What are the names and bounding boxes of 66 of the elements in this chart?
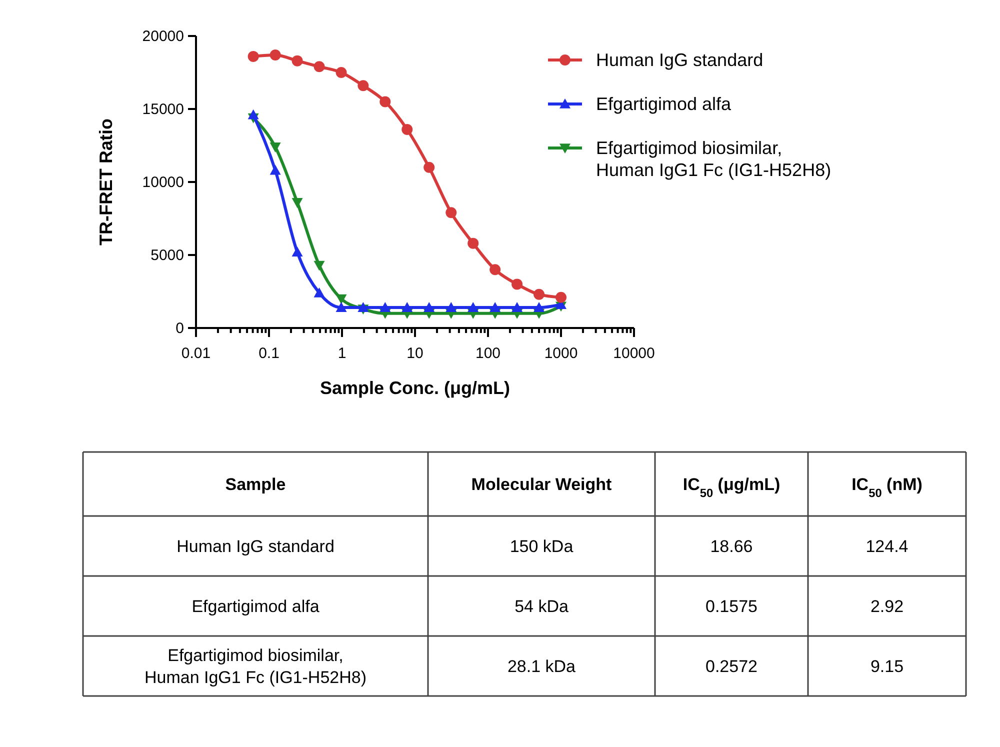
point [336, 67, 347, 78]
text: Efgartigimod alfa [192, 597, 320, 616]
y-tick-label: 20000 [142, 28, 184, 45]
point [336, 302, 347, 312]
point [446, 302, 457, 312]
text: 0.1575 [706, 597, 758, 616]
text: 18.66 [710, 537, 753, 556]
y-tick-label: 10000 [142, 174, 184, 191]
legend-label: Efgartigimod biosimilar, Human IgG1 Fc (IG1-H52H8) [596, 138, 832, 180]
legend-label: Human IgG standard [596, 50, 764, 70]
point [402, 302, 413, 312]
point [380, 302, 391, 312]
point [270, 49, 281, 60]
y-axis-title: TR-FRET Ratio [96, 118, 116, 246]
text: IC$_{50}$ (nM) [852, 475, 922, 500]
point [490, 264, 501, 276]
text: 0.2572 [706, 657, 758, 676]
y-tick-label: 5000 [150, 247, 184, 264]
point [292, 55, 303, 66]
x-tick-label: 100 [475, 345, 501, 362]
legend-label: Efgartigimod alfa [596, 94, 732, 114]
point [358, 80, 369, 92]
y-tick-label: 0 [176, 320, 184, 337]
point [270, 164, 281, 175]
point [424, 162, 435, 173]
text: 150 kDa [510, 537, 574, 556]
text: Sample [225, 475, 286, 494]
x-tick-label: 0.01 [181, 345, 211, 362]
point [292, 198, 303, 208]
text: 28.1 kDa [507, 657, 576, 676]
point [424, 302, 435, 312]
point [314, 287, 325, 298]
y-tick-label: 15000 [142, 101, 184, 118]
point [270, 142, 281, 152]
x-axis-title: Sample Conc. (μg/mL) [320, 378, 510, 398]
text: 2.92 [870, 597, 904, 616]
point [314, 61, 325, 72]
x-tick-label: 10 [406, 345, 424, 362]
point [512, 302, 523, 312]
text: Molecular Weight [471, 475, 612, 494]
point [314, 260, 325, 271]
x-tick-label: 0.1 [258, 345, 280, 362]
point [402, 124, 413, 135]
point [490, 302, 501, 312]
x-tick-label: 10000 [613, 345, 655, 362]
text: IC$_{50}$ (μg/mL) [682, 475, 780, 500]
point [336, 294, 347, 304]
point [358, 302, 369, 312]
point [468, 238, 479, 249]
text: 124.4 [866, 537, 908, 556]
point [292, 246, 303, 256]
point [534, 288, 545, 300]
x-tick-label: 1000 [544, 345, 578, 362]
text: Human IgG standard [176, 537, 334, 556]
point [248, 50, 259, 62]
point [556, 292, 566, 303]
text: 9.15 [870, 657, 904, 676]
point [380, 96, 391, 108]
point [468, 302, 479, 312]
point [446, 207, 457, 218]
text: 54 kDa [514, 597, 569, 616]
point [248, 109, 259, 120]
point [512, 278, 523, 290]
x-tick-label: 1 [338, 345, 346, 362]
point [534, 302, 545, 312]
text: Efgartigimod biosimilar, Human IgG1 Fc (IG1-H52H8) [144, 646, 367, 687]
